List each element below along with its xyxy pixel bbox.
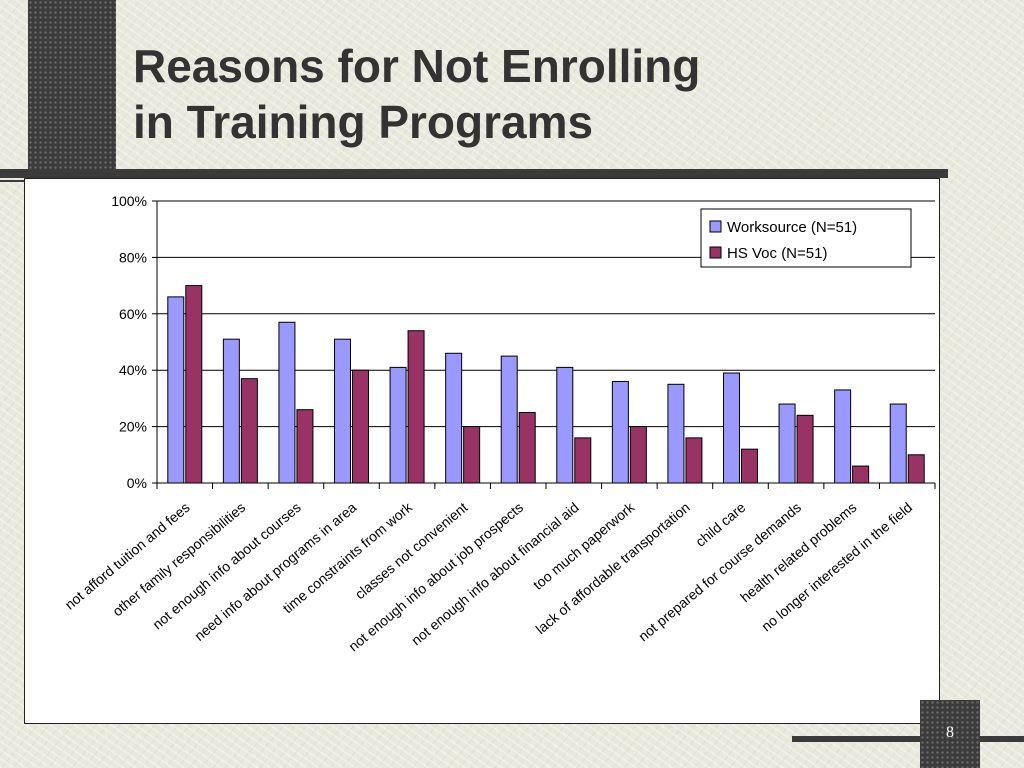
bar-worksource bbox=[556, 366, 574, 484]
legend-swatch-worksource bbox=[709, 220, 722, 233]
bar-worksource bbox=[167, 296, 185, 484]
bar-hs-voc bbox=[852, 465, 870, 484]
title-divider bbox=[0, 169, 948, 178]
slide-title-line2: in Training Programs bbox=[133, 96, 594, 148]
slide-title: Reasons for Not Enrolling in Training Pr… bbox=[133, 38, 700, 150]
x-category-label: too much paperwork bbox=[530, 498, 638, 592]
page-number: 8 bbox=[946, 724, 954, 741]
legend-box bbox=[700, 208, 912, 268]
bar-hs-voc bbox=[407, 330, 425, 484]
bar-worksource bbox=[723, 372, 740, 484]
bar-chart: 0%20%40%60%80%100%not afford tuition and… bbox=[62, 193, 936, 654]
bar-hs-voc bbox=[741, 448, 758, 484]
bar-hs-voc bbox=[685, 437, 703, 484]
bar-worksource bbox=[445, 352, 463, 484]
y-tick-label: 0% bbox=[127, 475, 147, 491]
bar-worksource bbox=[667, 383, 685, 484]
title-decoration-block bbox=[28, 0, 116, 178]
slide-title-line1: Reasons for Not Enrolling bbox=[133, 40, 701, 92]
footer-rule bbox=[792, 736, 1024, 742]
y-tick-label: 80% bbox=[119, 249, 147, 265]
bar-worksource bbox=[334, 338, 351, 484]
y-tick-label: 100% bbox=[111, 193, 147, 209]
bar-hs-voc bbox=[352, 369, 369, 484]
legend-label: Worksource (N=51) bbox=[727, 219, 857, 236]
y-tick-label: 20% bbox=[119, 419, 147, 435]
bar-hs-voc bbox=[185, 285, 203, 484]
bar-worksource bbox=[889, 403, 907, 484]
bar-hs-voc bbox=[240, 378, 258, 484]
bar-hs-voc bbox=[907, 454, 925, 484]
bar-worksource bbox=[834, 389, 852, 484]
bar-hs-voc bbox=[796, 414, 814, 484]
bar-hs-voc bbox=[463, 426, 481, 484]
bar-worksource bbox=[222, 338, 240, 484]
bar-hs-voc bbox=[296, 409, 314, 484]
x-category-label: child care bbox=[692, 499, 748, 550]
bar-hs-voc bbox=[574, 437, 592, 484]
bar-worksource bbox=[611, 380, 629, 484]
title-divider-thin bbox=[0, 180, 30, 182]
bar-hs-voc bbox=[629, 426, 647, 484]
bar-worksource bbox=[778, 403, 796, 484]
bar-hs-voc bbox=[518, 412, 536, 484]
chart-panel: 0% 20% 40% 60% 80% 100% not afford tuition and… bbox=[24, 178, 940, 724]
bar-worksource bbox=[500, 355, 518, 484]
legend-swatch-hs-voc bbox=[709, 246, 722, 259]
legend-label: HS Voc (N=51) bbox=[727, 245, 827, 262]
y-tick-label: 40% bbox=[119, 362, 147, 378]
bar-worksource bbox=[389, 366, 407, 484]
bar-worksource bbox=[278, 321, 296, 484]
y-tick-label: 60% bbox=[119, 306, 147, 322]
page-number-block bbox=[920, 700, 980, 768]
